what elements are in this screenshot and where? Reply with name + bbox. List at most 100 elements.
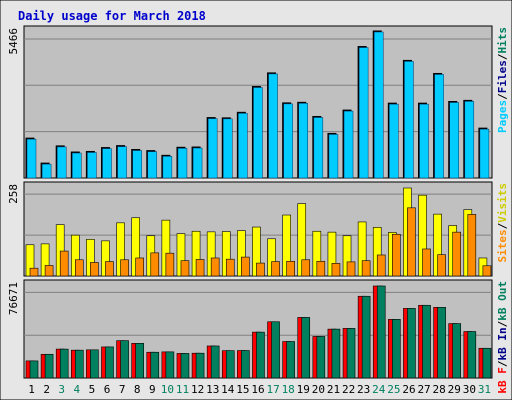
- x-tick-label: 22: [342, 383, 355, 396]
- bar-sites: [59, 250, 69, 277]
- x-tick-label: 16: [251, 383, 264, 396]
- bar-kb-out: [256, 331, 265, 379]
- bar-sites: [225, 258, 235, 277]
- bar-kb-out: [482, 347, 492, 379]
- y-max-label: 5466: [7, 28, 20, 55]
- bar-pages: [298, 103, 308, 179]
- x-tick-label: 20: [312, 383, 325, 396]
- bar-pages: [87, 152, 97, 179]
- x-tick-label: 28: [433, 383, 446, 396]
- x-tick-label: 9: [149, 383, 156, 396]
- bar-pages: [343, 110, 354, 179]
- bar-kb-out: [241, 350, 250, 379]
- x-tick-label: 4: [74, 383, 81, 396]
- x-tick-label: 19: [297, 383, 310, 396]
- x-tick-label: 21: [327, 383, 340, 396]
- bar-pages: [26, 138, 37, 179]
- legend-item: Files: [496, 60, 509, 93]
- legend-item: Visits: [496, 183, 509, 223]
- legend-item: kB Out: [496, 281, 509, 321]
- x-tick-label: 25: [387, 383, 400, 396]
- bar-sites: [437, 254, 446, 277]
- bar-pages: [358, 47, 369, 179]
- bar-kb-out: [165, 351, 175, 379]
- bar-kb-out: [467, 331, 477, 379]
- legend-item: kB F: [496, 367, 509, 394]
- x-tick-label: 14: [221, 383, 235, 396]
- bar-kb-out: [195, 352, 205, 379]
- bar-kb-out: [120, 340, 129, 379]
- bar-kb-out: [286, 341, 295, 379]
- bar-pages: [268, 73, 278, 179]
- x-axis-labels: 1 2 3 4 5 6 7 8 9 10 11 12 13 14 15 16 17 18 19 20 21 22 23 24 2…: [28, 383, 491, 396]
- x-tick-label: 30: [463, 383, 476, 396]
- bar-sites: [452, 231, 462, 277]
- bar-pages: [389, 103, 399, 179]
- x-tick-label: 23: [357, 383, 370, 396]
- legend-pages-files-hits: Pages/Files/Hits: [496, 27, 509, 133]
- x-tick-label: 10: [161, 383, 174, 396]
- bar-pages: [464, 101, 475, 179]
- x-tick-label: 15: [236, 383, 249, 396]
- x-tick-label: 8: [134, 383, 141, 396]
- legend-item: /: [496, 53, 509, 60]
- legend-sites-visits: Sites/Visits: [496, 183, 509, 263]
- bar-sites: [195, 259, 205, 277]
- bar-pages: [313, 117, 324, 179]
- y-max-label: 76671: [7, 282, 20, 315]
- bar-sites: [346, 261, 356, 277]
- legend-item: /: [496, 360, 509, 367]
- x-tick-label: 26: [402, 383, 415, 396]
- legend-item: Hits: [496, 27, 509, 54]
- bar-kb-out: [135, 343, 144, 379]
- bar-pages: [419, 103, 429, 179]
- x-tick-label: 27: [417, 383, 430, 396]
- legend-kbytes: kB F/kB In/kB Out: [496, 281, 509, 394]
- bar-pages: [238, 113, 248, 179]
- panel-kbytes: 76671 kB F/kB In/kB Out: [7, 279, 509, 394]
- bar-pages: [117, 146, 127, 179]
- bar-kb-out: [422, 304, 431, 379]
- legend-item: /: [496, 93, 509, 100]
- bar-sites: [467, 214, 477, 277]
- x-tick-label: 13: [206, 383, 219, 396]
- bar-pages: [41, 163, 52, 179]
- y-max-label: 258: [7, 184, 20, 204]
- bar-sites: [286, 260, 295, 277]
- panel-sites-visits: 258 Sites/Visits: [7, 181, 509, 277]
- bar-sites: [361, 260, 371, 277]
- bar-kb-out: [331, 328, 341, 379]
- bar-sites: [44, 265, 54, 277]
- x-tick-label: 12: [191, 383, 204, 396]
- bar-sites: [150, 252, 160, 277]
- x-tick-label: 24: [372, 383, 386, 396]
- bar-pages: [147, 151, 158, 179]
- legend-item: /: [496, 320, 509, 327]
- bar-pages: [373, 31, 384, 179]
- bar-kb-out: [301, 317, 311, 379]
- bar-pages: [253, 87, 263, 179]
- x-tick-label: 17: [266, 383, 279, 396]
- bar-sites: [241, 256, 250, 277]
- bar-kb-out: [90, 349, 99, 379]
- bar-kb-out: [225, 350, 235, 379]
- bar-sites: [165, 252, 175, 277]
- x-tick-label: 29: [448, 383, 461, 396]
- x-tick-label: 31: [478, 383, 491, 396]
- bar-pages: [207, 118, 218, 179]
- bar-sites: [120, 259, 129, 277]
- bar-kb-out: [210, 345, 220, 379]
- bar-kb-out: [361, 295, 371, 379]
- bar-sites: [271, 261, 280, 277]
- bar-sites: [90, 262, 99, 277]
- x-tick-label: 3: [58, 383, 65, 396]
- bar-sites: [331, 263, 341, 277]
- x-tick-label: 18: [282, 383, 295, 396]
- bar-pages: [479, 128, 490, 179]
- bar-sites: [256, 262, 265, 277]
- bar-sites: [376, 254, 386, 277]
- bar-pages: [102, 148, 112, 179]
- bar-kb-out: [376, 285, 386, 379]
